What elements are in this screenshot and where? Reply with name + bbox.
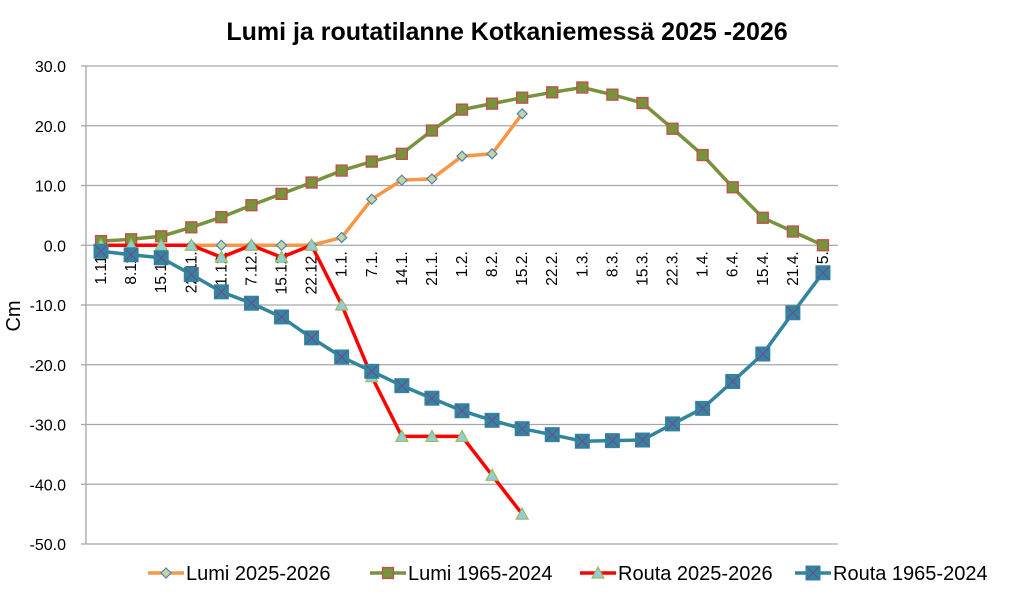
x-category-label: 22.12. — [304, 251, 321, 294]
legend-item: Lumi 2025-2026 — [148, 563, 331, 585]
legend: Lumi 2025-2026 Lumi 1965-2024 Routa 2025-2… — [148, 563, 988, 585]
diamond-marker — [395, 174, 408, 186]
square-marker — [636, 96, 649, 110]
diamond-marker — [335, 231, 348, 244]
diamond-marker — [516, 107, 529, 120]
square-marker — [215, 211, 228, 224]
square-marker — [245, 199, 258, 212]
y-tick-label: -10.0 — [30, 298, 67, 315]
square-marker — [395, 147, 408, 160]
diamond-marker — [365, 193, 378, 206]
legend-label: Routa 2025-2026 — [618, 563, 773, 585]
chart-title: Lumi ja routatilanne Kotkaniemessä 2025 … — [226, 18, 787, 46]
legend-item: Routa 2025-2026 — [580, 563, 773, 585]
triangle-marker — [485, 468, 500, 481]
triangle-marker — [334, 297, 349, 311]
triangle-marker — [515, 506, 530, 520]
square-marker — [305, 176, 318, 189]
triangle-marker — [424, 429, 439, 443]
x-category-label: 15.3. — [634, 251, 651, 285]
y-tick-label: -20.0 — [30, 358, 67, 375]
y-tick-label: 20.0 — [35, 119, 66, 136]
x-category-label: 1.2. — [454, 251, 471, 277]
series-routa-1965-2024 — [93, 243, 831, 449]
gridlines — [81, 65, 838, 545]
legend-label: Lumi 1965-2024 — [408, 563, 553, 585]
triangle-marker — [244, 237, 259, 251]
square-marker — [425, 124, 439, 137]
x-category-label: 1.1. — [334, 251, 351, 277]
square-marker — [576, 81, 589, 94]
x-category-label: 8.3. — [604, 251, 621, 277]
x-category-label: 14.1. — [394, 251, 411, 285]
square-marker — [381, 566, 395, 580]
square-marker — [485, 97, 499, 110]
triangle-marker — [590, 565, 606, 579]
triangle-marker — [394, 429, 409, 443]
series-group — [93, 81, 831, 520]
y-tick-label: 10.0 — [35, 179, 66, 196]
x-category-label: 7.1. — [364, 251, 381, 277]
y-axis-tick-labels: 30.0 20.0 10.0 0.0 -10.0 -20.0 -30.0 -40.0 -50.0 — [30, 59, 67, 554]
diamond-marker — [486, 147, 498, 160]
triangle-marker — [304, 237, 319, 251]
triangle-marker — [154, 237, 169, 251]
x-category-label: 15.2. — [514, 251, 531, 285]
y-tick-label: -40.0 — [30, 477, 67, 494]
triangle-marker — [454, 429, 470, 443]
square-marker — [275, 187, 288, 201]
square-marker — [546, 86, 559, 99]
legend-item: Lumi 1965-2024 — [370, 563, 553, 585]
legend-label: Lumi 2025-2026 — [186, 563, 331, 585]
x-category-label: 8.2. — [484, 251, 501, 277]
square-marker — [696, 148, 709, 162]
triangle-marker — [274, 249, 289, 263]
square-marker — [365, 155, 378, 168]
diamond-marker — [215, 239, 228, 252]
diamond-marker — [275, 239, 288, 252]
x-category-label: 21.4. — [785, 251, 802, 285]
square-marker — [756, 211, 769, 224]
x-axis-category-labels: 1.11.8.11.15.11.22.11.1.12.7.12.15.12.22… — [93, 251, 832, 294]
y-tick-label: 0.0 — [44, 238, 66, 255]
diamond-marker — [456, 150, 468, 163]
x-category-label: 22.2. — [544, 251, 561, 285]
square-marker — [666, 122, 679, 135]
x-category-label: 6.4. — [725, 251, 742, 277]
square-marker — [455, 103, 469, 116]
square-marker — [606, 88, 619, 101]
y-tick-label: -50.0 — [30, 537, 67, 554]
legend-label: Routa 1965-2024 — [833, 563, 988, 585]
y-tick-label: 30.0 — [35, 59, 66, 76]
series-lumi-2025-2026 — [185, 107, 529, 252]
diamond-marker — [426, 173, 438, 185]
x-category-label: 21.1. — [424, 251, 441, 285]
series-line — [191, 112, 524, 248]
x-category-label: 22.3. — [665, 251, 682, 285]
legend-item: Routa 1965-2024 — [795, 563, 988, 585]
x-category-label: 7.12. — [243, 251, 260, 285]
x-category-label: 15.4. — [755, 251, 772, 285]
triangle-marker — [184, 237, 199, 251]
x-category-label: 1.11. — [93, 251, 110, 284]
square-marker — [726, 181, 739, 194]
square-marker — [185, 221, 198, 234]
diamond-marker — [160, 567, 172, 579]
square-marker — [816, 239, 830, 252]
triangle-marker — [214, 249, 229, 263]
square-marker — [786, 225, 800, 238]
x-category-label: 1.3. — [574, 251, 591, 277]
square-marker — [335, 164, 348, 177]
square-marker — [516, 91, 529, 104]
x-category-label: 1.4. — [695, 251, 712, 277]
y-tick-label: -30.0 — [30, 418, 67, 435]
y-axis-title: Cm — [3, 300, 25, 331]
series-lumi-1965-2024 — [94, 81, 830, 252]
